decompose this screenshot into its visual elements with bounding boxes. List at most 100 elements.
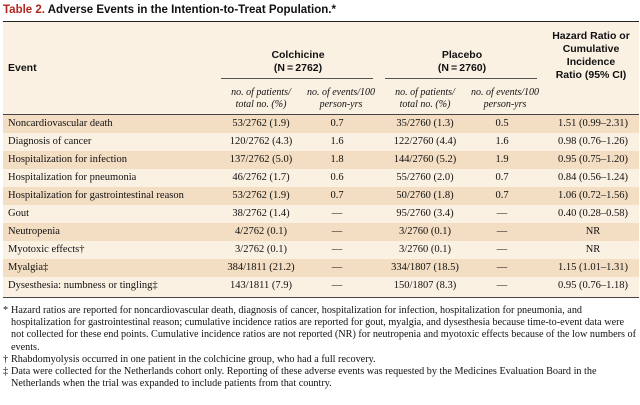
- header-placebo-name: Placebo: [441, 49, 483, 61]
- cell-event: Hospitalization for gastrointestinal rea…: [8, 190, 184, 201]
- cell-colchicine-events: —: [331, 244, 343, 255]
- cell-placebo-patients: 122/2760 (4.4): [393, 136, 457, 147]
- placebo-rule: [385, 78, 537, 79]
- cell-colchicine-events: —: [331, 208, 343, 219]
- adverse-events-table: Event Colchicine (N = 2762) Placebo (N =…: [3, 21, 639, 298]
- header-ratio-line3: Ratio (95% CI): [555, 69, 627, 81]
- sub-line: no. of events/100: [470, 87, 540, 98]
- cell-event: Noncardiovascular death: [8, 118, 113, 129]
- sub-line: no. of patients/: [231, 87, 291, 98]
- header-bottom-rule: [3, 114, 639, 115]
- cell-colchicine-patients: 4/2762 (0.1): [235, 226, 287, 237]
- cell-colchicine-patients: 384/1811 (21.2): [227, 262, 295, 273]
- cell-colchicine-patients: 137/2762 (5.0): [229, 154, 293, 165]
- table-row: Hospitalization for infection 137/2762 (…: [3, 151, 639, 169]
- cell-placebo-patients: 50/2760 (1.8): [396, 190, 454, 201]
- table-title: Table 2. Adverse Events in the Intention…: [0, 0, 640, 21]
- cell-placebo-events: —: [496, 262, 508, 273]
- sub-line: no. of patients/: [395, 87, 455, 98]
- cell-ratio: 1.15 (1.01–1.31): [558, 262, 628, 273]
- table-row: Hospitalization for gastrointestinal rea…: [3, 187, 639, 205]
- cell-placebo-events: 0.7: [495, 190, 509, 201]
- footnote-mark: ‡: [3, 366, 9, 378]
- cell-placebo-patients: 55/2760 (2.0): [396, 172, 454, 183]
- sub-line: total no. (%): [399, 99, 451, 110]
- footnote-mark: *: [3, 305, 9, 316]
- header-colchicine-n: (N = 2762): [273, 62, 323, 74]
- cell-placebo-events: 0.5: [495, 118, 509, 129]
- cell-event: Neutropenia: [8, 226, 60, 237]
- footnote-text: Data were collected for the Netherlands …: [11, 366, 597, 390]
- cell-ratio: 0.98 (0.76–1.26): [558, 136, 628, 147]
- cell-colchicine-events: 1.6: [330, 136, 344, 147]
- cell-colchicine-patients: 143/1811 (7.9): [229, 280, 293, 291]
- cell-ratio: 0.84 (0.56–1.24): [558, 172, 628, 183]
- footnote-dagger: † Rhabdomyolysis occurred in one patient…: [3, 354, 637, 366]
- cell-colchicine-patients: 38/2762 (1.4): [232, 208, 290, 219]
- footnote-asterisk: * Hazard ratios are reported for noncard…: [3, 305, 637, 354]
- header-ratio-line2: Cumulative Incidence: [562, 43, 620, 68]
- cell-ratio: NR: [585, 226, 601, 237]
- colchicine-rule: [221, 78, 373, 79]
- cell-placebo-events: 1.9: [495, 154, 509, 165]
- cell-event: Hospitalization for infection: [8, 154, 127, 165]
- header-event: Event: [8, 62, 37, 74]
- cell-colchicine-events: —: [331, 262, 343, 273]
- cell-ratio: 0.40 (0.28–0.58): [558, 208, 628, 219]
- footnote-text: Rhabdomyolysis occurred in one patient i…: [11, 353, 376, 365]
- footnote-text: Hazard ratios are reported for noncardio…: [11, 305, 637, 353]
- cell-ratio: 1.06 (0.72–1.56): [558, 190, 628, 201]
- cell-event: Dysesthesia: numbness or tingling‡: [8, 280, 158, 291]
- table-row: Myalgia‡ 384/1811 (21.2) — 334/1807 (18.…: [3, 259, 639, 277]
- cell-colchicine-patients: 120/2762 (4.3): [229, 136, 293, 147]
- cell-placebo-events: 1.6: [495, 136, 509, 147]
- cell-colchicine-events: 1.8: [330, 154, 344, 165]
- cell-colchicine-events: 0.6: [330, 172, 344, 183]
- cell-placebo-patients: 35/2760 (1.3): [396, 118, 454, 129]
- cell-placebo-patients: 3/2760 (0.1): [399, 244, 451, 255]
- sub-placebo-events: no. of events/100 person-yrs: [467, 87, 543, 111]
- cell-placebo-events: —: [496, 244, 508, 255]
- cell-colchicine-patients: 3/2762 (0.1): [235, 244, 287, 255]
- table-row: Noncardiovascular death 53/2762 (1.9) 0.…: [3, 115, 639, 133]
- cell-ratio: 1.51 (0.99–2.31): [558, 118, 628, 129]
- cell-placebo-patients: 144/2760 (5.2): [393, 154, 457, 165]
- header-ratio-line1: Hazard Ratio or: [552, 30, 630, 42]
- header-ratio: Hazard Ratio or Cumulative Incidence Rat…: [543, 30, 639, 82]
- table-row: Dysesthesia: numbness or tingling‡ 143/1…: [3, 277, 639, 295]
- sub-line: no. of events/100: [306, 87, 376, 98]
- cell-ratio: 0.95 (0.75–1.20): [558, 154, 628, 165]
- cell-colchicine-events: —: [331, 280, 343, 291]
- table-title-text: Adverse Events in the Intention-to-Treat…: [47, 4, 336, 16]
- cell-ratio: 0.95 (0.76–1.18): [558, 280, 628, 291]
- sub-colchicine-events: no. of events/100 person-yrs: [303, 87, 379, 111]
- table-row: Hospitalization for pneumonia 46/2762 (1…: [3, 169, 639, 187]
- header-placebo-n: (N = 2760): [437, 62, 487, 74]
- table-row: Diagnosis of cancer 120/2762 (4.3) 1.6 1…: [3, 133, 639, 151]
- cell-colchicine-patients: 53/2762 (1.9): [232, 118, 290, 129]
- cell-placebo-events: —: [496, 226, 508, 237]
- header-placebo: Placebo (N = 2760): [397, 49, 527, 75]
- table-label: Table 2.: [3, 4, 45, 16]
- cell-event: Diagnosis of cancer: [8, 136, 92, 147]
- footnote-double-dagger: ‡ Data were collected for the Netherland…: [3, 366, 637, 390]
- table-row: Gout 38/2762 (1.4) — 95/2760 (3.4) — 0.4…: [3, 205, 639, 223]
- header-colchicine: Colchicine (N = 2762): [233, 49, 363, 75]
- cell-placebo-patients: 150/1807 (8.3): [393, 280, 457, 291]
- cell-placebo-events: 0.7: [495, 172, 509, 183]
- sub-line: total no. (%): [235, 99, 287, 110]
- header-colchicine-name: Colchicine: [271, 49, 325, 61]
- cell-colchicine-events: —: [331, 226, 343, 237]
- table-row: Myotoxic effects† 3/2762 (0.1) — 3/2760 …: [3, 241, 639, 259]
- footnote-mark: †: [3, 353, 9, 365]
- cell-placebo-events: —: [496, 208, 508, 219]
- footnotes: * Hazard ratios are reported for noncard…: [3, 305, 637, 390]
- cell-event: Myotoxic effects†: [8, 244, 85, 255]
- cell-placebo-patients: 334/1807 (18.5): [391, 262, 459, 273]
- sub-line: person-yrs: [319, 99, 363, 110]
- sub-placebo-patients: no. of patients/ total no. (%): [385, 87, 465, 111]
- sub-line: person-yrs: [483, 99, 527, 110]
- cell-placebo-events: —: [496, 280, 508, 291]
- cell-placebo-patients: 95/2760 (3.4): [396, 208, 454, 219]
- cell-colchicine-patients: 53/2762 (1.9): [232, 190, 290, 201]
